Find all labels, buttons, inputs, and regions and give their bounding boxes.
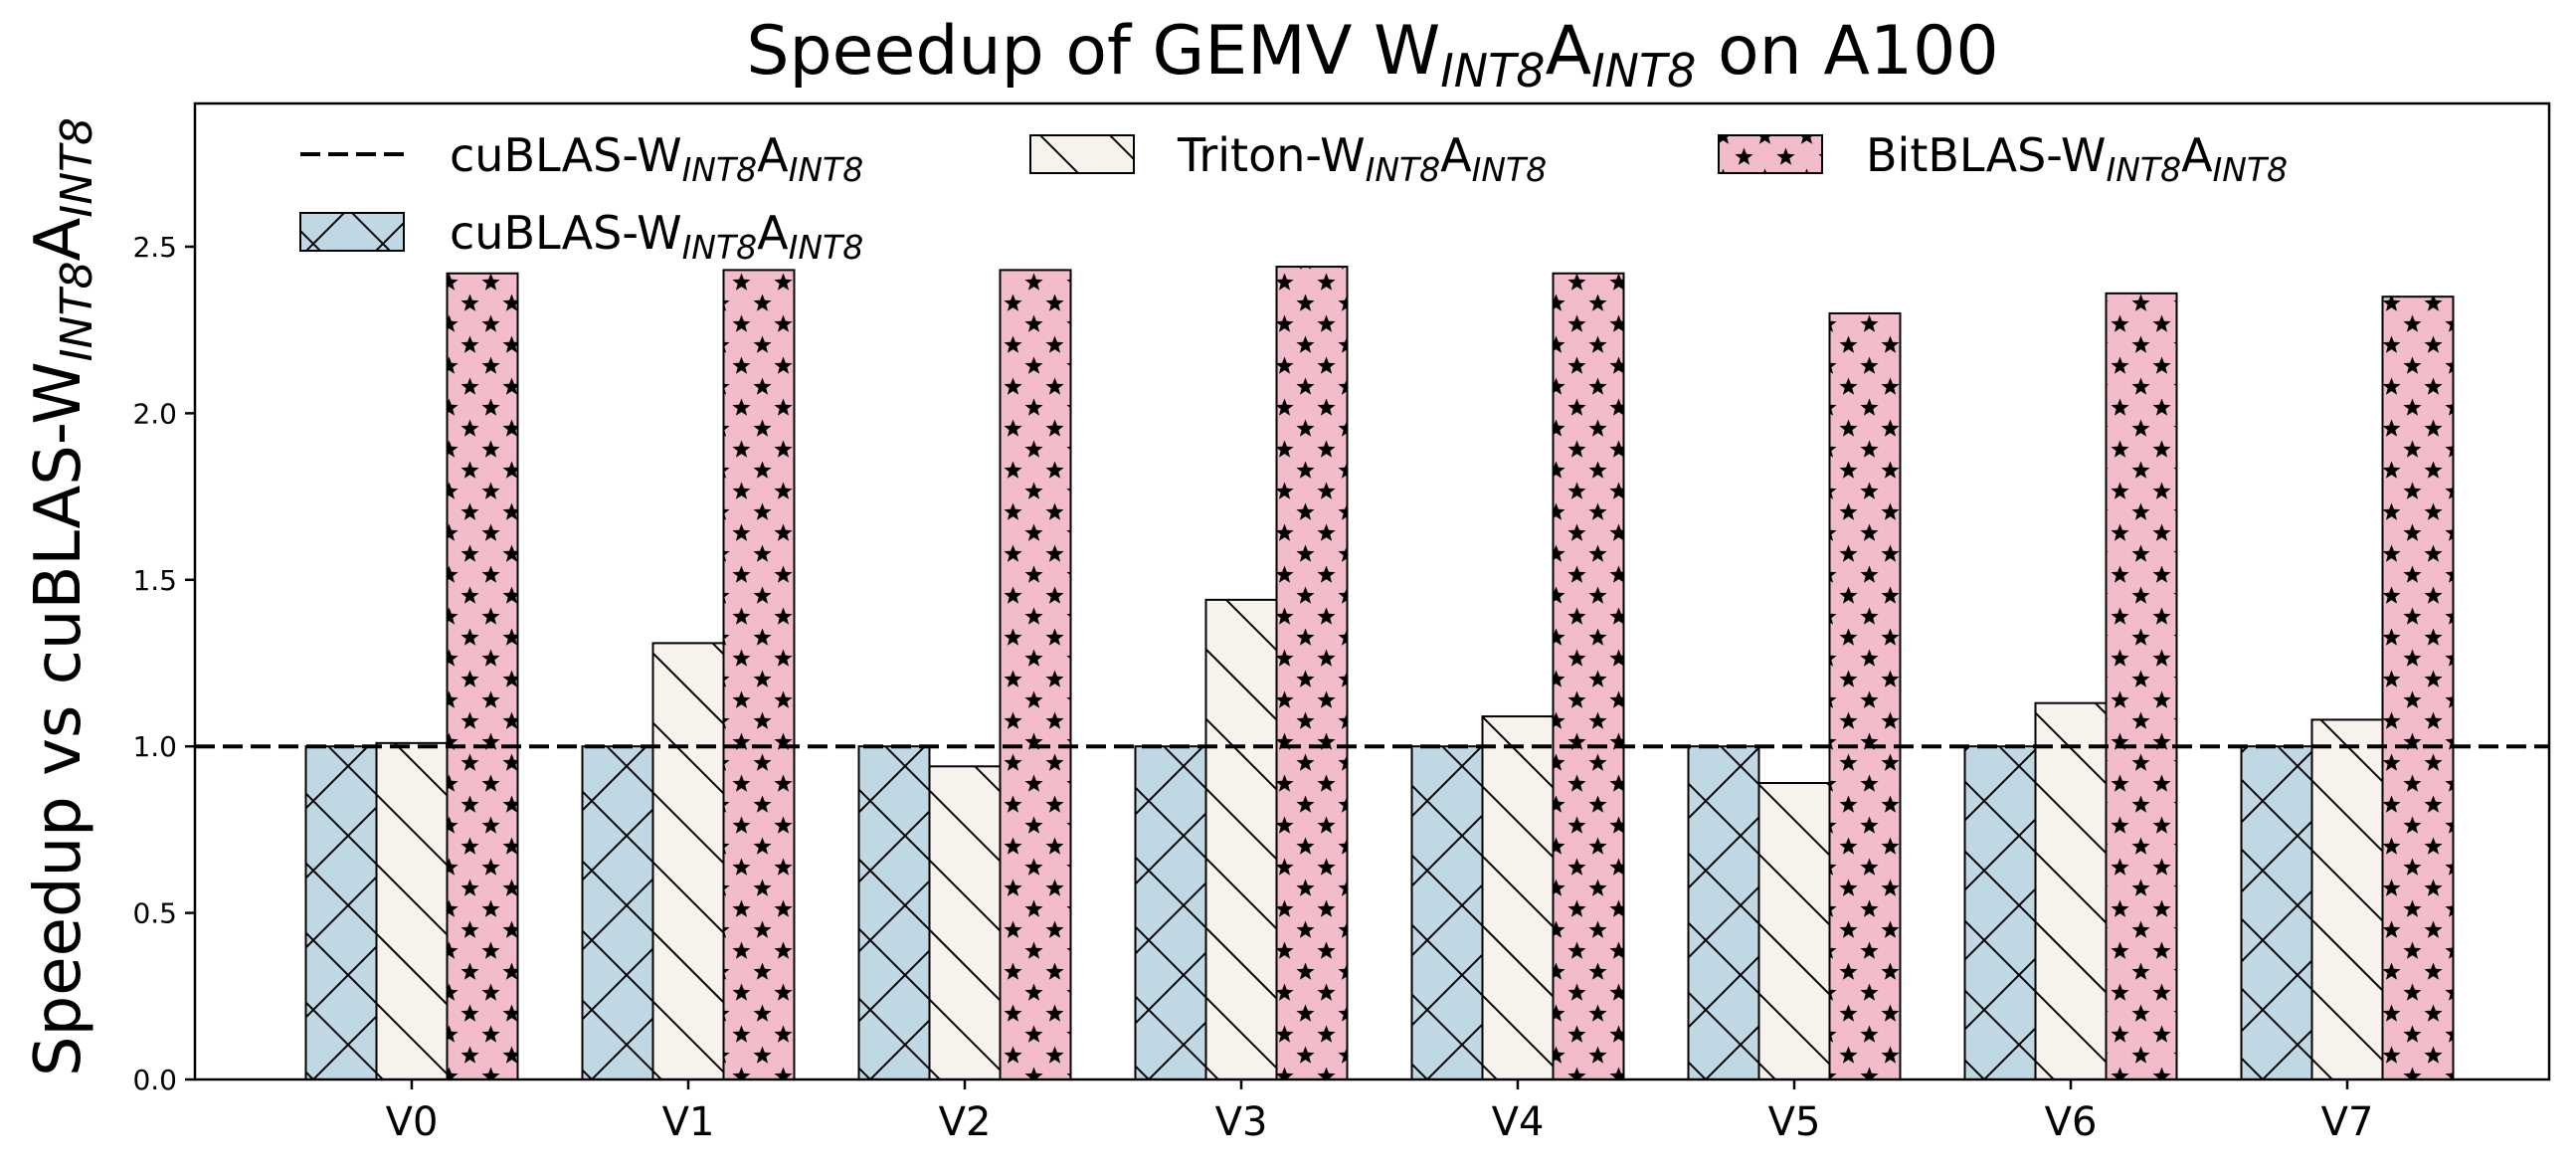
chart-title: Speedup of GEMV WINT8AINT8 on A100 [746,12,1998,98]
legend-swatch-cublas-hatch [299,212,405,252]
axis-ticks-layer: 0.0 0.5 1.0 1.5 2.0 2.5 V0 V1 V2 V3 V4 V5 V6 V7 [132,231,2373,1145]
x-tick-label: V6 [2045,1099,2098,1145]
bar [1481,715,1555,1081]
bar [1410,745,1484,1080]
bar [1552,272,1625,1080]
x-tick-label: V3 [1215,1099,1268,1145]
y-axis-label-sub1: INT8 [52,262,102,362]
bar [928,765,1002,1080]
bar [375,741,449,1080]
bar [651,642,725,1080]
chart-title-main: Speedup of GEMV W [746,12,1440,91]
chart-title-sub1: INT8 [1440,44,1545,98]
bar [1687,745,1760,1080]
legend: cuBLAS-WINT8AINT8 Triton-WINT8AINT8 BitB… [299,128,2288,267]
bar [1828,311,1902,1080]
legend-label-triton: Triton-WINT8AINT8 [1177,128,1547,189]
legend-label-cublas: cuBLAS-WINT8AINT8 [450,206,863,267]
y-tick-label: 0.5 [132,897,177,930]
bar [2034,701,2108,1080]
y-tick-label: 1.0 [132,730,177,763]
y-tick-label: 1.5 [132,564,177,597]
bar [1204,598,1278,1080]
bar [857,745,931,1080]
y-tick-label: 0.0 [132,1064,177,1096]
bar [1757,782,1831,1081]
y-tick-label: 2.5 [132,231,177,264]
y-axis-label-mid: A [22,218,95,262]
legend-swatch-bitblas-hatch [1718,134,1823,174]
bar [581,745,654,1080]
x-tick-label: V0 [386,1099,439,1145]
chart-title-tail: on A100 [1696,12,1998,91]
bars-layer [304,266,2455,1081]
bar [2240,745,2313,1080]
legend-label-bitblas: BitBLAS-WINT8AINT8 [1866,128,2288,189]
chart-title-mid: A [1546,12,1592,91]
chart-title-sub2: INT8 [1591,44,1696,98]
bar [722,269,796,1081]
bar [999,269,1072,1081]
x-tick-label: V2 [939,1099,992,1145]
legend-swatch-triton-hatch [1029,134,1135,174]
bar [1275,266,1349,1080]
y-tick-label: 2.0 [132,397,177,430]
x-tick-label: V5 [1768,1099,1821,1145]
y-axis-label-main: Speedup vs cuBLAS-W [22,361,95,1077]
bar [2310,718,2384,1080]
y-axis-label-sub2: INT8 [52,117,102,218]
bar [1963,745,2037,1080]
x-tick-label: V4 [1492,1099,1545,1145]
bar [1134,745,1207,1080]
bar [2105,292,2178,1080]
legend-label-reference: cuBLAS-WINT8AINT8 [450,128,863,189]
y-axis-label: Speedup vs cuBLAS-WINT8AINT8 [22,117,102,1077]
plot-frame [193,101,2551,1081]
x-tick-label: V1 [662,1099,715,1145]
bar [304,745,378,1080]
x-tick-label: V7 [2321,1099,2374,1145]
bar [446,272,519,1080]
bar [2381,295,2455,1081]
